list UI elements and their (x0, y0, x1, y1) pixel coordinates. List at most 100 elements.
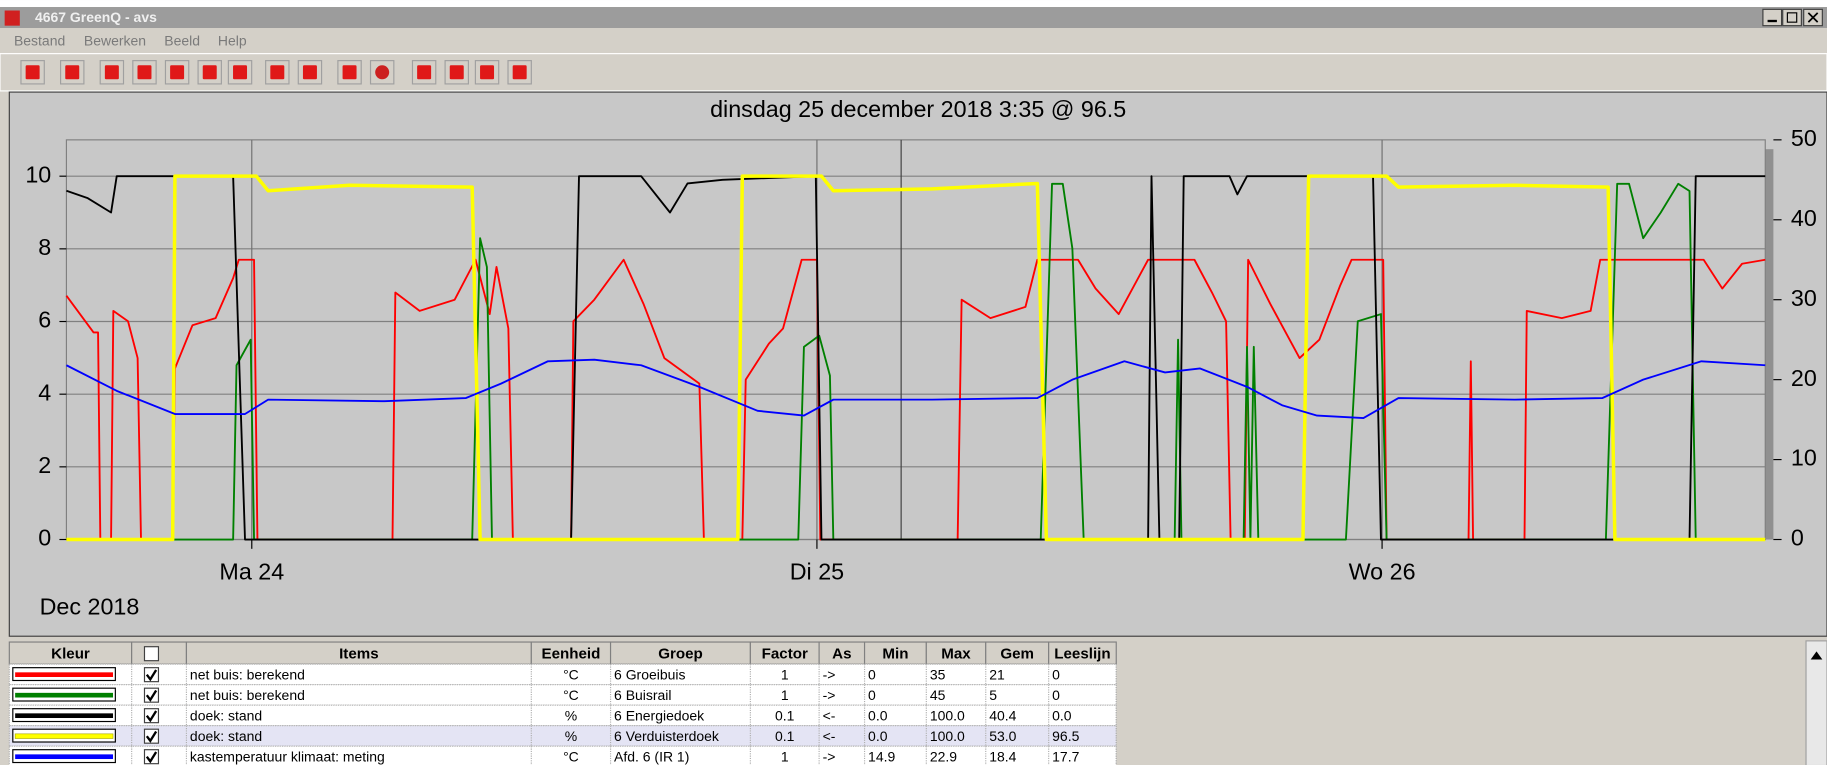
check-mark (145, 669, 158, 682)
toolbar-icon (375, 65, 390, 80)
column-header: Min (882, 645, 908, 662)
table-cell: 40.4 (989, 707, 1016, 723)
toolbar-icon (270, 65, 285, 80)
item-name: net buis: berekend (190, 666, 305, 682)
series-line (65, 358, 1766, 419)
table-cell: 0.0 (868, 728, 888, 744)
table-cell: -> (823, 666, 836, 682)
x-axis-label: Dec 2018 (40, 593, 140, 619)
app-icon (4, 10, 20, 26)
toolbar-icon (512, 65, 527, 80)
minimize-button[interactable] (1762, 8, 1783, 27)
series-line (66, 174, 1766, 542)
check-mark (145, 730, 158, 743)
header-checkbox[interactable] (143, 646, 160, 662)
menu-item[interactable]: Bewerken (84, 33, 146, 49)
y-tick-label: 0 (38, 525, 51, 551)
window-buttons[interactable] (1762, 8, 1823, 27)
window-title: 4667 GreenQ - avs (35, 9, 157, 25)
series-line (66, 182, 1766, 541)
item-name: kastemperatuur klimaat: meting (190, 748, 385, 764)
scrollbar[interactable] (1805, 640, 1827, 765)
title-bar (0, 7, 1827, 28)
table-cell: 0 (1052, 687, 1060, 703)
table-cell: 1 (781, 687, 789, 703)
table-cell: 18.4 (989, 748, 1016, 764)
toolbar-icon (342, 65, 357, 80)
column-header: Items (339, 645, 379, 662)
table-cell: 100.0 (930, 707, 965, 723)
column-header: As (832, 645, 851, 662)
column-header: Groep (658, 645, 703, 662)
maximize-button[interactable] (1782, 8, 1802, 27)
y2-tick-label: 20 (1791, 365, 1817, 391)
y2-tick-label: 10 (1791, 445, 1817, 471)
table-cell: 0.1 (775, 707, 795, 723)
menu-item[interactable]: Beeld (164, 33, 200, 49)
y-tick-label: 10 (25, 161, 51, 187)
x-tick-label: Wo 26 (1349, 558, 1416, 584)
table-cell: 6 Verduisterdoek (614, 728, 719, 744)
table-cell: % (565, 728, 577, 744)
table-cell: 22.9 (930, 748, 957, 764)
menu-item[interactable]: Help (218, 33, 247, 49)
toolbar-icon (302, 65, 317, 80)
toolbar-icon (137, 65, 152, 80)
table-cell: 53.0 (989, 728, 1016, 744)
top-edge (0, 0, 1827, 8)
table-cell: 1 (781, 666, 789, 682)
y2-tick-label: 30 (1791, 285, 1817, 311)
table-cell: % (565, 707, 577, 723)
plot-area (65, 139, 1766, 541)
color-swatch-line (14, 733, 114, 739)
check-mark (145, 710, 158, 723)
toolbar-icon (480, 65, 495, 80)
y2-tick-label: 0 (1791, 525, 1804, 551)
toolbar-icon (170, 65, 185, 80)
column-header: Factor (762, 645, 808, 662)
color-swatch-line (15, 692, 114, 698)
table-cell: 0.0 (868, 707, 888, 723)
y-tick-label: 4 (38, 379, 51, 405)
table-cell: 17.7 (1052, 748, 1079, 764)
y-tick-label: 8 (38, 234, 51, 260)
scroll-up-arrow[interactable] (1810, 651, 1823, 660)
column-header: Max (941, 645, 971, 662)
check-mark (145, 689, 158, 702)
table-cell: °C (563, 666, 579, 682)
table-cell: 6 Groeibuis (614, 666, 685, 682)
toolbar-icon (449, 65, 464, 80)
color-swatch-line (15, 713, 114, 719)
table-cell: 14.9 (868, 748, 895, 764)
y-tick-label: 6 (38, 307, 51, 333)
table-cell: 5 (989, 687, 997, 703)
menu-item[interactable]: Bestand (14, 33, 65, 49)
table-cell: 100.0 (930, 728, 965, 744)
color-swatch-line (15, 754, 114, 760)
table-cell: <- (823, 728, 836, 744)
table-cell: 45 (930, 687, 946, 703)
series-line (65, 258, 1766, 541)
color-swatch-line (15, 672, 114, 677)
table-cell: °C (563, 687, 579, 703)
table-cell: 35 (930, 666, 946, 682)
y2-tick-label: 50 (1791, 125, 1817, 151)
table-cell: 0 (1052, 666, 1060, 682)
check-mark (145, 751, 158, 764)
y2-tick-label: 40 (1791, 205, 1817, 231)
toolbar (0, 53, 1827, 92)
table-cell: -> (823, 687, 836, 703)
y-tick-label: 2 (38, 452, 51, 478)
table-cell: Afd. 6 (IR 1) (614, 748, 689, 764)
column-header: Kleur (51, 645, 90, 662)
toolbar-icon (104, 65, 119, 80)
x-tick-label: Di 25 (790, 558, 844, 584)
right-axis-bar (1765, 149, 1774, 540)
column-header: Leeslijn (1054, 645, 1110, 662)
table-cell: <- (823, 707, 836, 723)
item-name: net buis: berekend (190, 687, 305, 703)
column-header: Eenheid (542, 645, 601, 662)
chart-title: dinsdag 25 december 2018 3:35 @ 96.5 (710, 96, 1126, 122)
